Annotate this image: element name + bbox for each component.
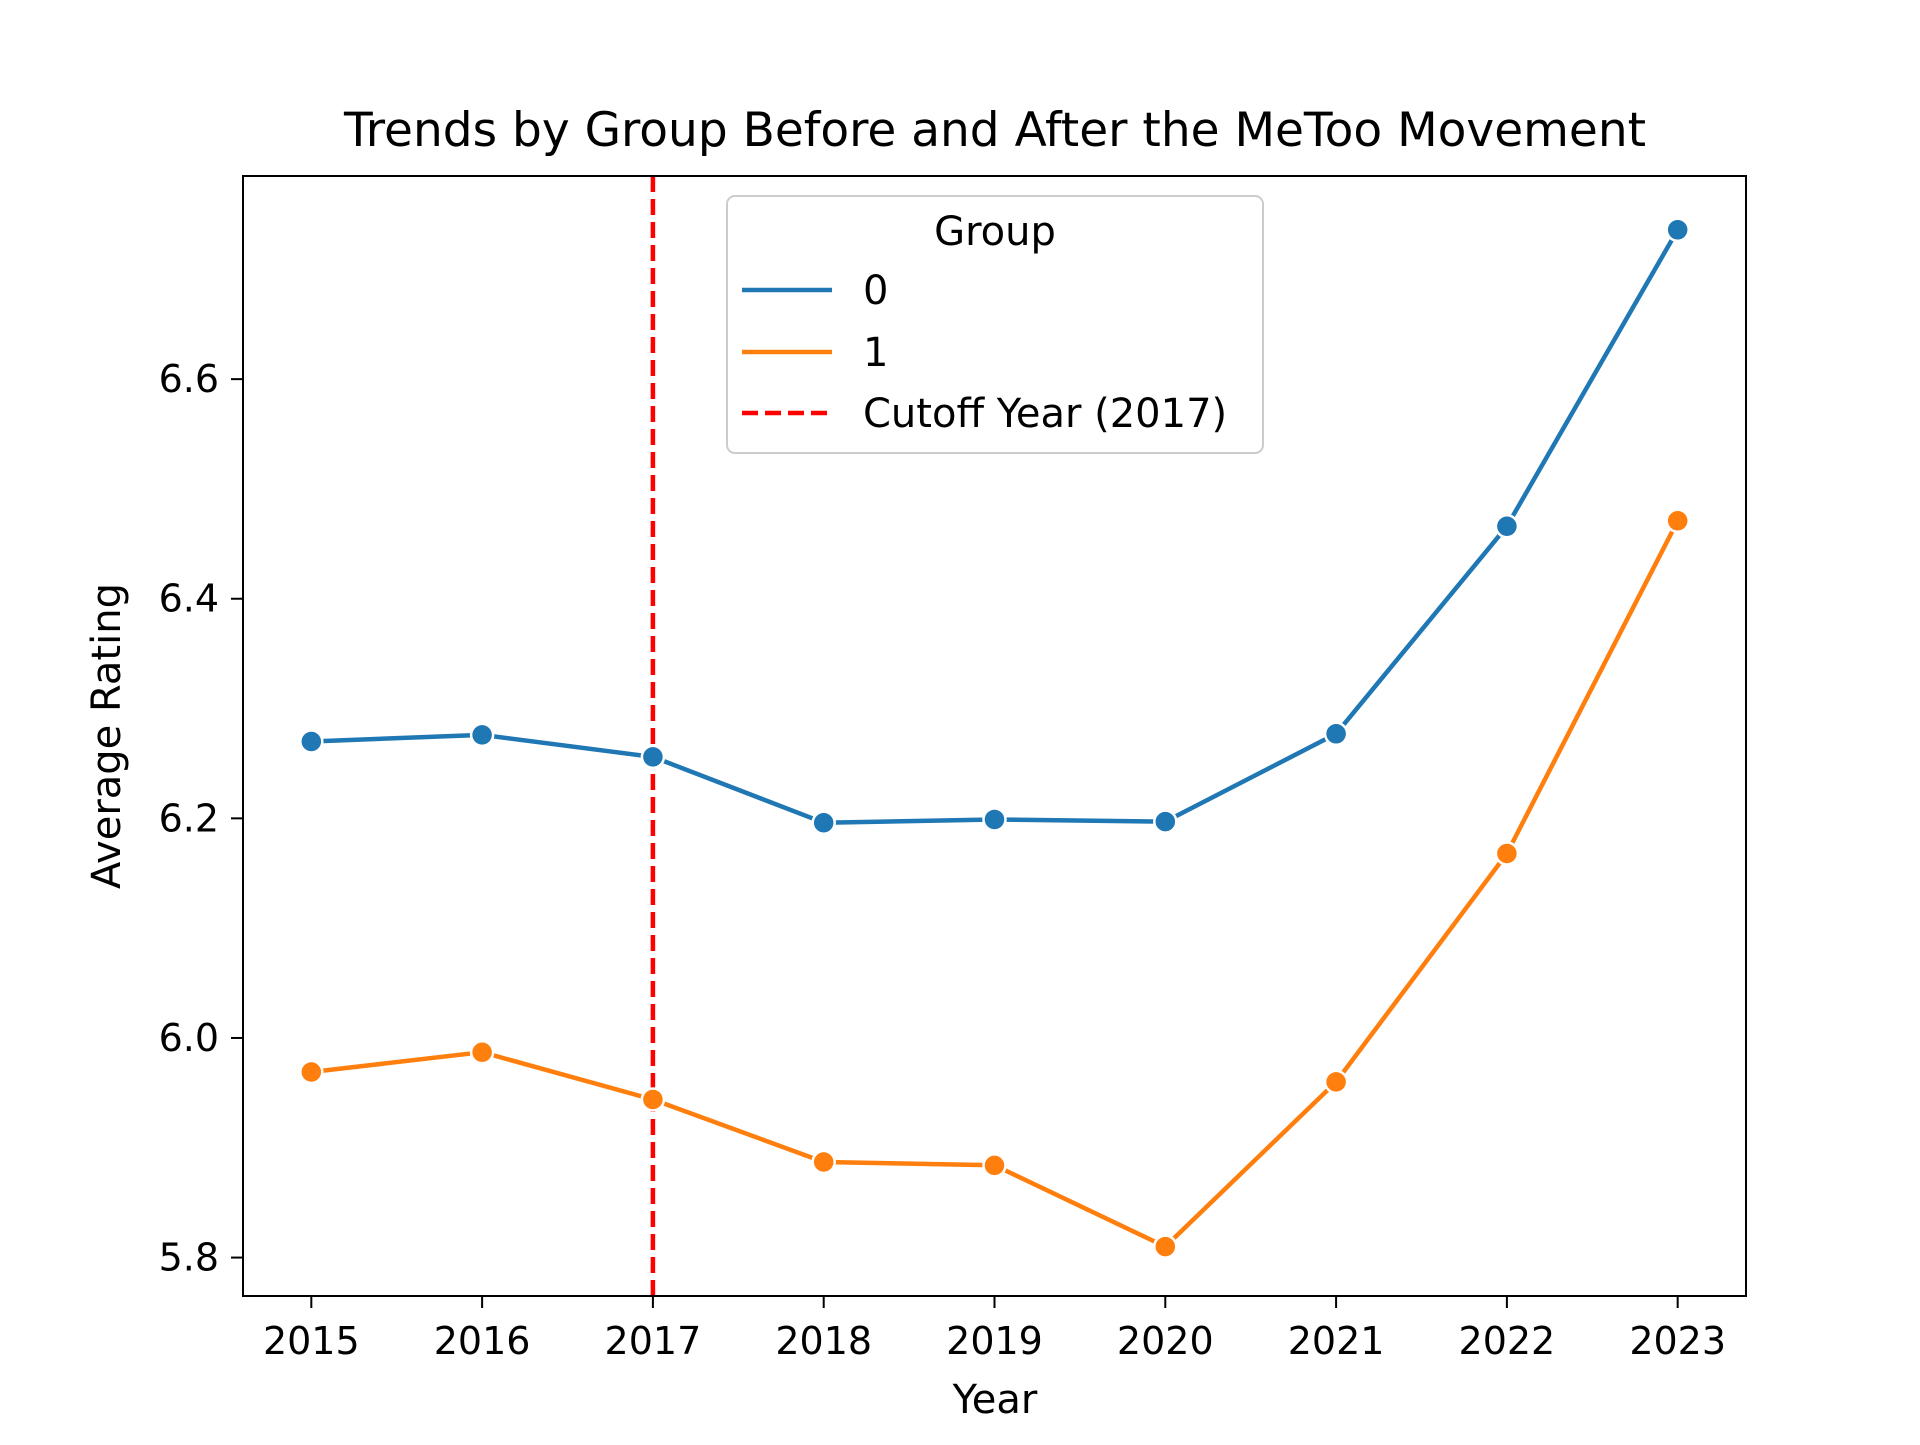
data-point-group-0 xyxy=(811,810,836,835)
legend-label-group-1: 1 xyxy=(863,330,888,376)
x-tick-label: 2021 xyxy=(1288,1319,1385,1363)
data-point-group-1 xyxy=(1494,841,1520,866)
series-group-1 xyxy=(299,508,1690,1259)
legend-label-group-0: 0 xyxy=(863,268,888,314)
data-point-group-1 xyxy=(469,1039,495,1065)
x-tick-label: 2019 xyxy=(946,1319,1043,1363)
x-axis-label: Year xyxy=(952,1377,1038,1423)
x-tick-label: 2017 xyxy=(605,1319,702,1363)
x-axis: 2015 2016 2017 2018 2019 2020 2021 2022 2023 xyxy=(263,1296,1726,1363)
x-tick-label: 2020 xyxy=(1117,1319,1214,1363)
data-point-group-1 xyxy=(1323,1069,1349,1095)
data-point-group-0 xyxy=(1153,809,1178,834)
y-axis: 5.8 6.0 6.2 6.4 6.6 xyxy=(159,357,243,1280)
y-tick-label: 5.8 xyxy=(159,1236,219,1280)
x-tick-label: 2023 xyxy=(1629,1319,1726,1363)
data-point-group-0 xyxy=(1665,217,1690,243)
y-tick-label: 6.2 xyxy=(159,796,219,840)
data-point-group-1 xyxy=(1665,508,1690,534)
data-point-group-1 xyxy=(982,1153,1007,1178)
x-tick-label: 2018 xyxy=(775,1319,872,1363)
y-tick-label: 6.6 xyxy=(159,357,219,401)
data-point-group-1 xyxy=(299,1059,324,1085)
x-tick-label: 2016 xyxy=(434,1319,531,1363)
legend-box xyxy=(726,195,1264,454)
data-point-group-1 xyxy=(640,1087,666,1112)
data-point-group-0 xyxy=(1323,721,1349,747)
legend-label-cutoff: Cutoff Year (2017) xyxy=(863,391,1227,437)
y-tick-label: 6.0 xyxy=(159,1016,219,1060)
data-point-group-1 xyxy=(1153,1234,1178,1259)
data-point-group-0 xyxy=(299,729,324,754)
series-group xyxy=(299,217,1690,1259)
data-point-group-0 xyxy=(469,722,495,748)
data-point-group-1 xyxy=(811,1149,836,1175)
x-tick-label: 2022 xyxy=(1459,1319,1556,1363)
chart-title: Trends by Group Before and After the MeT… xyxy=(343,103,1646,158)
series-group-0 xyxy=(299,217,1690,835)
legend: Group 0 1 Cutoff Year (2017) xyxy=(726,195,1264,454)
data-point-group-0 xyxy=(982,807,1007,832)
plot-area xyxy=(299,176,1690,1296)
y-tick-label: 6.4 xyxy=(159,577,219,621)
data-point-group-0 xyxy=(1494,514,1520,539)
x-tick-label: 2015 xyxy=(263,1319,360,1363)
data-point-group-0 xyxy=(640,744,666,770)
legend-title: Group xyxy=(934,209,1056,255)
y-axis-label: Average Rating xyxy=(84,583,130,889)
